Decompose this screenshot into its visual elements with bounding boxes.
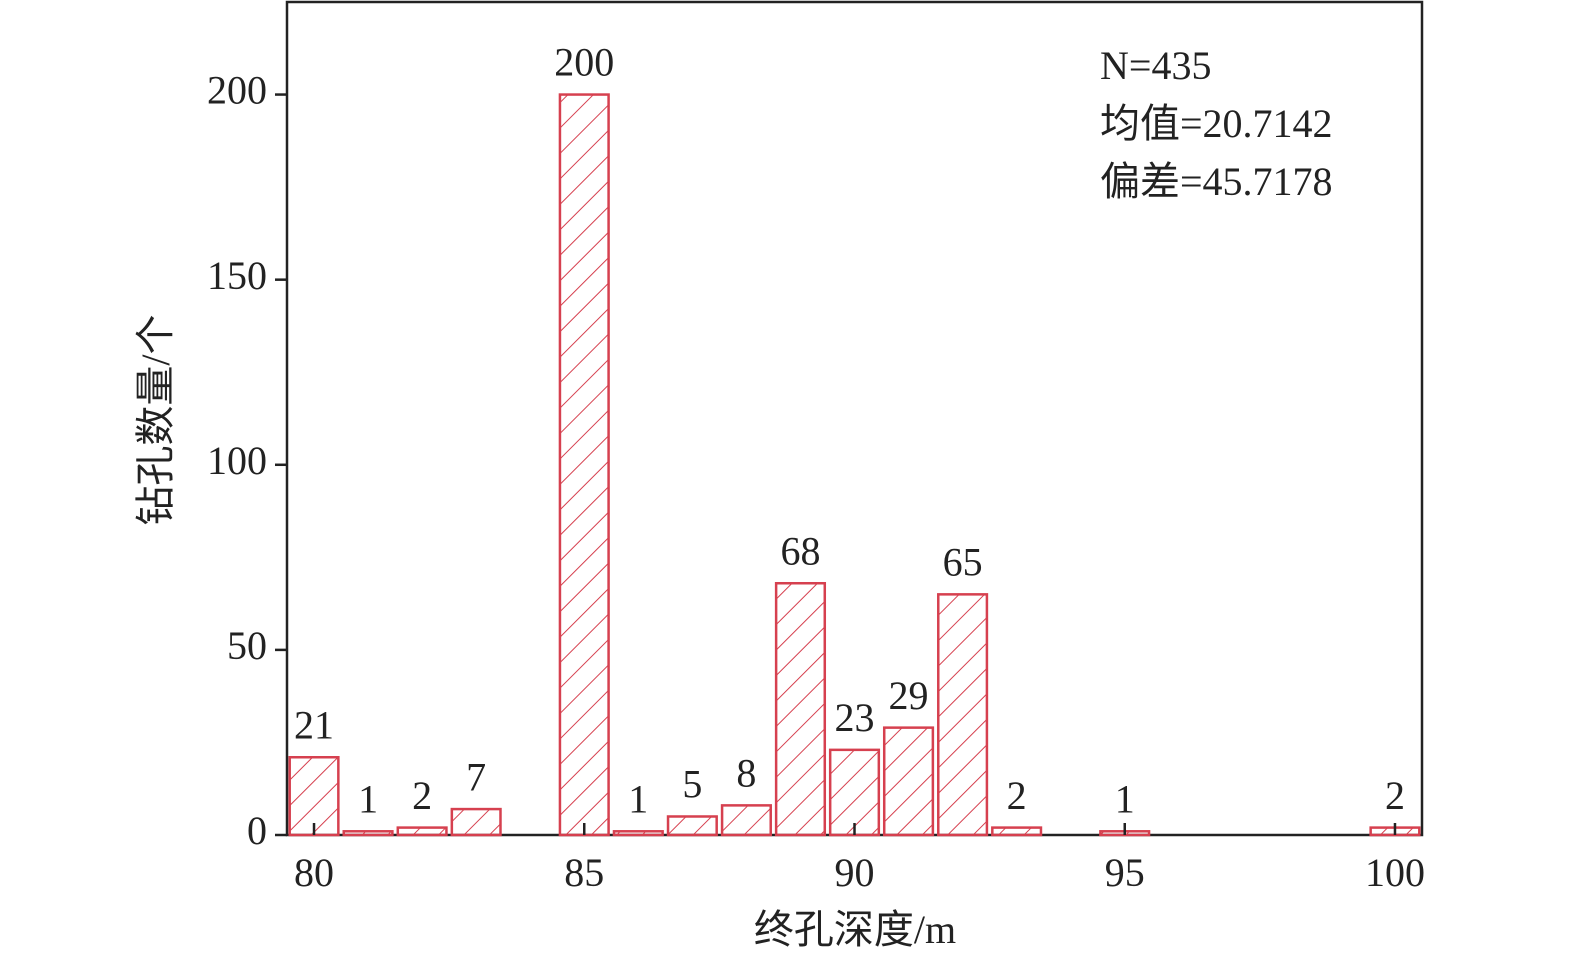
bar bbox=[342, 830, 394, 837]
x-tick-label: 90 bbox=[835, 850, 875, 895]
y-axis-label: 钻孔数量/个 bbox=[133, 314, 178, 525]
y-tick-label: 0 bbox=[247, 808, 267, 853]
bar bbox=[396, 826, 448, 837]
data-label: 1 bbox=[358, 776, 378, 821]
data-label: 1 bbox=[1115, 776, 1135, 821]
bar bbox=[937, 593, 989, 837]
annotation: 均值=20.7142 bbox=[1100, 101, 1333, 146]
x-tick-label: 100 bbox=[1365, 850, 1425, 895]
y-tick-label: 150 bbox=[207, 253, 267, 298]
bar bbox=[882, 726, 935, 837]
bar bbox=[774, 581, 827, 837]
data-label: 23 bbox=[835, 695, 875, 740]
y-tick-label: 100 bbox=[207, 438, 267, 483]
data-label: 2 bbox=[1385, 773, 1405, 818]
y-tick-label: 200 bbox=[207, 68, 267, 113]
bar bbox=[991, 826, 1043, 837]
data-label: 2 bbox=[1007, 773, 1027, 818]
data-label: 8 bbox=[736, 751, 756, 796]
data-label: 65 bbox=[943, 540, 983, 585]
x-tick-label: 80 bbox=[294, 850, 334, 895]
y-tick-label: 50 bbox=[227, 623, 267, 668]
data-label: 5 bbox=[682, 762, 702, 807]
bar bbox=[288, 756, 340, 837]
data-label: 29 bbox=[889, 673, 929, 718]
annotation: 偏差=45.7178 bbox=[1100, 159, 1333, 204]
data-label: 68 bbox=[780, 528, 820, 573]
data-label: 1 bbox=[628, 776, 648, 821]
data-label: 21 bbox=[294, 702, 334, 747]
annotation: N=435 bbox=[1100, 43, 1211, 88]
bar bbox=[450, 807, 502, 837]
bar bbox=[720, 804, 772, 837]
bar bbox=[666, 815, 718, 837]
bar bbox=[558, 93, 610, 837]
data-label: 2 bbox=[412, 773, 432, 818]
data-label: 7 bbox=[466, 754, 486, 799]
bar bbox=[612, 830, 664, 837]
bar bbox=[828, 748, 881, 837]
data-label: 200 bbox=[554, 40, 614, 85]
x-tick-label: 85 bbox=[564, 850, 604, 895]
x-axis-label: 终孔深度/m bbox=[754, 907, 956, 952]
x-tick-label: 95 bbox=[1105, 850, 1145, 895]
